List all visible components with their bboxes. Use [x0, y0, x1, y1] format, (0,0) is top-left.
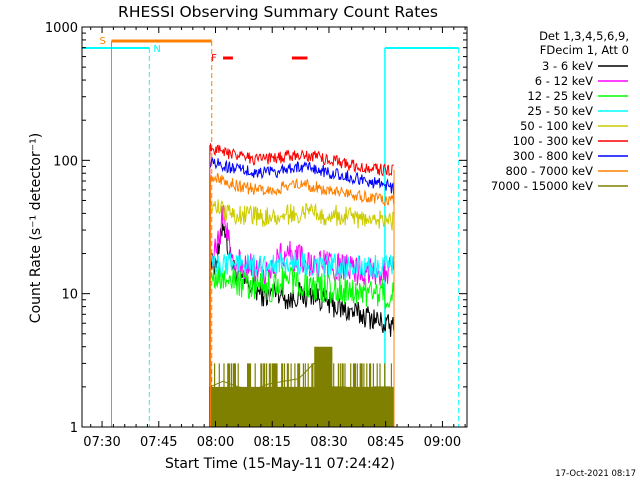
series-3 [209, 264, 395, 310]
legend-label: 12 - 25 keV [527, 89, 593, 103]
y-axis-label: Count Rate (s⁻¹ detector⁻¹) [28, 133, 44, 323]
plot-area: N S F [82, 36, 460, 427]
series-7 [209, 157, 395, 195]
series-9 [209, 346, 395, 427]
legend-title-line: FDecim 1, Att 0 [540, 43, 629, 57]
legend: Det 1,3,4,5,6,9,FDecim 1, Att 0 3 - 6 keV… [491, 29, 629, 193]
x-axis: 07:30 07:45 08:00 08:15 08:30 08:45 09:00 [83, 27, 466, 450]
chart-title: RHESSI Observing Summary Count Rates [118, 3, 438, 21]
y-tick-label: 1000 [45, 21, 78, 36]
legend-title-line: Det 1,3,4,5,6,9, [539, 29, 629, 43]
series-line [209, 362, 395, 391]
saa-label: S [99, 36, 105, 47]
series-line [209, 251, 395, 280]
night-label: N [153, 44, 160, 55]
legend-label: 800 - 7000 keV [505, 164, 593, 178]
legend-label: 3 - 6 keV [542, 59, 593, 73]
series-6 [209, 143, 394, 177]
series-5 [209, 198, 395, 231]
legend-label: 6 - 12 keV [535, 74, 593, 88]
series-line [209, 264, 395, 310]
legend-label: 300 - 800 keV [513, 149, 593, 163]
series-line [209, 157, 395, 195]
x-tick-label: 08:30 [310, 435, 347, 450]
flare-label: F [211, 53, 217, 64]
series-8 [209, 172, 395, 206]
y-tick-label: 1 [70, 421, 78, 436]
legend-label: 50 - 100 keV [520, 119, 593, 133]
legend-label: 25 - 50 keV [527, 104, 593, 118]
series-4 [209, 251, 395, 280]
legend-label: 100 - 300 keV [513, 134, 593, 148]
x-tick-label: 08:00 [197, 435, 234, 450]
series-line [209, 172, 395, 206]
x-tick-label: 07:30 [83, 435, 120, 450]
x-tick-label: 08:45 [367, 435, 404, 450]
timestamp: 17-Oct-2021 08:17 [555, 469, 636, 479]
series-line [209, 143, 394, 177]
x-tick-label: 07:45 [140, 435, 177, 450]
legend-label: 7000 - 15000 keV [491, 179, 593, 193]
x-tick-label: 09:00 [424, 435, 461, 450]
series-line [209, 198, 395, 231]
x-tick-label: 08:15 [253, 435, 290, 450]
y-axis: 1 10 100 1000 [45, 21, 467, 436]
plot-frame [81, 26, 468, 428]
y-tick-label: 100 [53, 154, 78, 169]
x-axis-label: Start Time (15-May-11 07:24:42) [165, 456, 395, 472]
y-tick-label: 10 [61, 288, 78, 303]
